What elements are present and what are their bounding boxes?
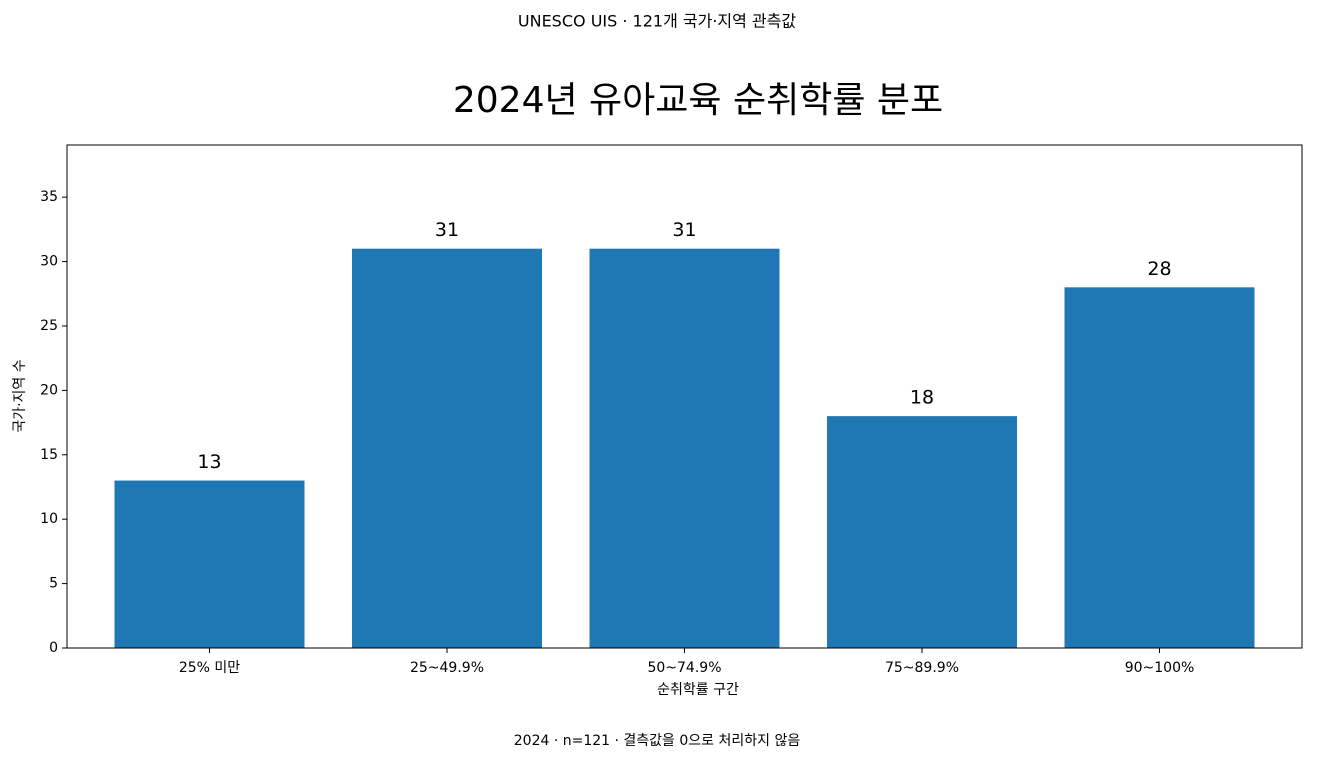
data-label: 13 <box>197 451 221 473</box>
chart-subtitle: UNESCO UIS · 121개 국가·지역 관측값 <box>518 12 796 31</box>
bar <box>1064 287 1255 648</box>
x-tick-label: 75~89.9% <box>885 660 959 676</box>
data-label: 31 <box>435 219 459 241</box>
plot-frame <box>66 144 1303 649</box>
y-tick-label: 5 <box>49 576 58 592</box>
data-label: 18 <box>910 387 934 409</box>
x-tick-label: 50~74.9% <box>647 660 721 676</box>
x-axis-label: 순취학률 구간 <box>657 682 739 698</box>
y-tick-label: 25 <box>40 318 58 334</box>
bar <box>352 248 542 649</box>
y-tick-label: 20 <box>40 382 58 398</box>
y-tick-label: 35 <box>40 189 58 205</box>
bar <box>114 480 305 648</box>
data-label: 31 <box>672 219 696 241</box>
data-label: 28 <box>1147 258 1171 280</box>
chart-title: 2024년 유아교육 순취학률 분포 <box>453 80 943 121</box>
y-tick-label: 0 <box>49 640 58 656</box>
y-tick-label: 10 <box>40 511 58 527</box>
chart-note: 2024 · n=121 · 결측값을 0으로 처리하지 않음 <box>514 733 801 749</box>
x-tick-label: 25~49.9% <box>410 660 484 676</box>
y-tick-label: 15 <box>40 447 58 463</box>
bar <box>589 248 780 649</box>
x-tick-label: 25% 미만 <box>179 660 240 676</box>
x-tick-label: 90~100% <box>1125 660 1195 676</box>
y-axis-label: 국가·지역 수 <box>12 359 28 432</box>
y-tick-label: 30 <box>40 254 58 270</box>
bar <box>827 416 1017 648</box>
